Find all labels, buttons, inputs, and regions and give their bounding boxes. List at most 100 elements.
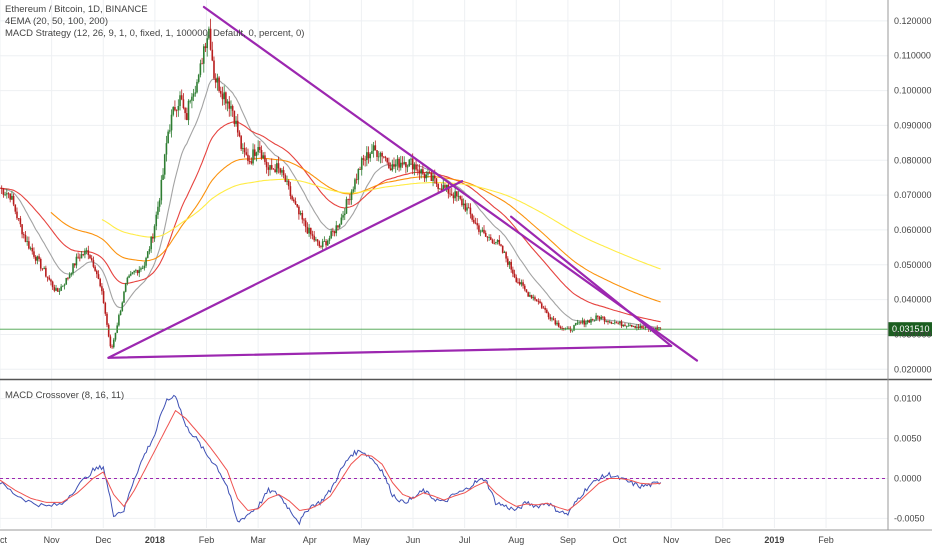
candle-body [63,284,66,286]
candle-body [262,155,265,159]
legend-symbol: Ethereum / Bitcoin, 1D, BINANCE [5,4,148,15]
candle-body [559,326,562,329]
candle-body [123,291,125,303]
candle-body [496,239,499,242]
candle-body [158,200,161,207]
candle-body [179,95,181,107]
candle-body [583,320,586,325]
macd-y-tick-label: -0.0050 [894,513,925,523]
candle-body [486,236,489,238]
candle-body [537,301,540,302]
candle-body [38,256,40,260]
candle-body [21,224,23,235]
candle-body [405,162,407,168]
candle-body [515,277,518,282]
candle-body [335,225,338,234]
candle-body [420,169,422,174]
candle-body [92,260,95,267]
candle-body [418,170,421,174]
candle-body [60,286,62,291]
candle-body [245,152,248,155]
candle-body [126,277,129,284]
candle-body [31,247,34,252]
candle-body [121,302,124,311]
candle-body [510,261,512,270]
candle-body [257,147,259,153]
candle-body [50,279,52,282]
candle-body [316,239,319,242]
candle-body [281,170,283,173]
candle-body [68,274,71,279]
macd-y-tick-label: 0.0050 [894,434,922,444]
x-tick-label: Feb [818,535,834,545]
candle-body [591,318,594,320]
candle-body [36,256,39,261]
legend-macd-title: MACD Crossover (8, 16, 11) [5,390,125,401]
signal-line [0,409,661,511]
candle-body [574,323,577,326]
candle-body [236,120,239,133]
candle-body [608,321,611,323]
candle-body [131,272,134,274]
candle-body [469,207,472,215]
candle-body [114,332,117,340]
candle-body [367,152,370,159]
candle-body [225,92,227,104]
candle-body [287,180,290,187]
candle-body [96,270,98,275]
y-tick-label: 0.020000 [894,364,932,374]
y-tick-label: 0.060000 [894,225,932,235]
candle-body [118,315,120,326]
candle-body [209,28,212,50]
candle-body [51,281,54,288]
candle-body [146,251,149,258]
candle-body [540,303,543,308]
candle-body [202,46,205,64]
candle-body [461,198,463,206]
candle-body [187,100,190,121]
candle-body [551,318,553,320]
candle-body [267,167,270,170]
candle-body [104,302,107,314]
candle-body [459,196,462,199]
candle-body [294,201,297,205]
candle-body [211,49,214,61]
candle-body [619,321,621,324]
candle-body [568,328,570,330]
candle-body [169,130,171,132]
candle-body [269,165,271,170]
candle-body [462,203,465,206]
candle-body [228,101,231,109]
candle-body [466,207,468,211]
macd-y-tick-label: 0.0100 [894,394,922,404]
candle-body [301,213,304,220]
candle-body [24,234,27,242]
x-tick-label: Sep [560,535,576,545]
trendline [107,344,673,359]
candle-body [282,170,285,176]
candle-body [323,241,326,242]
candle-body [435,178,438,185]
candle-body [427,172,429,175]
candle-body [637,326,640,328]
candle-body [89,255,91,259]
candle-body [141,268,144,270]
x-tick-label: Dec [715,535,732,545]
x-tick-label: Nov [663,535,680,545]
candle-body [532,297,535,299]
candle-body [162,174,164,180]
candle-body [299,213,302,215]
candle-body [622,324,625,327]
candle-body [425,174,428,179]
candle-body [371,150,373,154]
candle-body [617,322,619,324]
candle-body [513,273,516,278]
candle-body [163,154,166,175]
candle-body [488,237,490,238]
y-tick-label: 0.070000 [894,190,932,200]
candle-body [518,282,521,285]
candle-body [374,145,377,151]
y-tick-label: 0.080000 [894,155,932,165]
candle-body [440,188,443,191]
candle-body [106,313,108,325]
